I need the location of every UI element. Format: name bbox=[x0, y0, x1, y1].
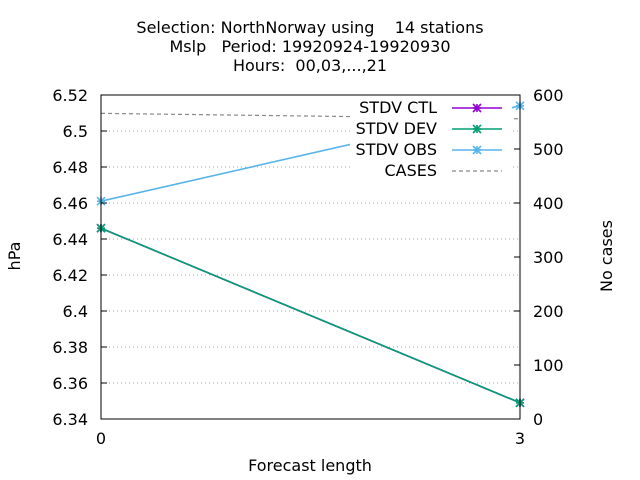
y-axis-label: hPa bbox=[5, 242, 24, 271]
chart-title: Selection: NorthNorway using 14 stations… bbox=[136, 18, 483, 75]
legend-bg bbox=[350, 118, 512, 139]
legend: STDV CTL STDV DEV STDV OBS CASES bbox=[350, 97, 512, 181]
legend-label: STDV CTL bbox=[359, 98, 437, 117]
y2-tick-label: 600 bbox=[533, 86, 564, 105]
x-tick-label: 3 bbox=[515, 429, 525, 448]
y2-tick-label: 500 bbox=[533, 140, 564, 159]
y-tick-label: 6.46 bbox=[52, 194, 88, 213]
axes: 6.34 6.36 6.38 6.4 6.42 6.44 6.46 6.48 6.5 6.52 0 1… bbox=[52, 86, 563, 448]
y-tick-label: 6.38 bbox=[52, 338, 88, 357]
y-tick-label: 6.48 bbox=[52, 158, 88, 177]
y2-tick-label: 100 bbox=[533, 356, 564, 375]
legend-marker bbox=[472, 145, 482, 155]
y2-tick-label: 300 bbox=[533, 248, 564, 267]
y-tick-label: 6.34 bbox=[52, 410, 88, 429]
y-tick-label: 6.4 bbox=[63, 302, 88, 321]
y-tick-label: 6.36 bbox=[52, 374, 88, 393]
legend-marker bbox=[472, 124, 482, 134]
legend-marker bbox=[472, 103, 482, 113]
title-line-2: Mslp Period: 19920924-19920930 bbox=[169, 37, 450, 56]
y2-tick-label: 0 bbox=[533, 410, 543, 429]
title-line-3: Hours: 00,03,...,21 bbox=[233, 56, 387, 75]
y2-axis-label: No cases bbox=[597, 220, 616, 292]
series-line-1 bbox=[100, 227, 521, 404]
title-line-1: Selection: NorthNorway using 14 stations bbox=[136, 18, 483, 37]
y-tick-label: 6.5 bbox=[63, 122, 88, 141]
legend-label: STDV DEV bbox=[356, 119, 437, 138]
plot-frame bbox=[100, 94, 521, 420]
y2-tick-label: 400 bbox=[533, 194, 564, 213]
y-tick-label: 6.44 bbox=[52, 230, 88, 249]
y-tick-label: 6.52 bbox=[52, 86, 88, 105]
x-tick-label: 0 bbox=[96, 429, 106, 448]
y-tick-label: 6.42 bbox=[52, 266, 88, 285]
x-axis-label: Forecast length bbox=[248, 456, 372, 475]
legend-bg bbox=[350, 160, 512, 181]
legend-bg bbox=[350, 139, 512, 160]
legend-label: CASES bbox=[384, 161, 437, 180]
legend-bg bbox=[350, 97, 512, 118]
legend-label: STDV OBS bbox=[356, 140, 437, 159]
y2-tick-label: 200 bbox=[533, 302, 564, 321]
